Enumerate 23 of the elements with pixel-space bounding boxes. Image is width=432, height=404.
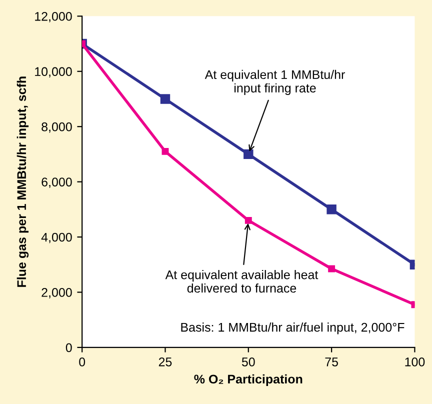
- y-tick-label: 4,000: [41, 232, 72, 244]
- annotation: At equivalent available heat delivered to furnace: [165, 270, 318, 293]
- point: [244, 149, 254, 160]
- y-tick-label: 8,000: [42, 122, 72, 133]
- x-tick-label: 25: [158, 357, 172, 366]
- y-tick-label: 0: [66, 343, 72, 352]
- y-tick-label: 6,000: [42, 178, 72, 188]
- x-tick-label: 50: [242, 357, 255, 366]
- point: [326, 204, 336, 214]
- point: [328, 265, 336, 272]
- y-axis-title: Flue gas per 1 MMBtu/hr input, scfh: [16, 76, 29, 287]
- x-tick-label: 100: [405, 357, 425, 366]
- annotation: At equivalent 1 MMBtu/hr input firing rate: [204, 70, 345, 95]
- point: [162, 148, 169, 155]
- x-tick-label: 75: [325, 358, 338, 366]
- y-tick-label: 12,000: [35, 12, 72, 22]
- x-tick-label: 0: [79, 357, 86, 366]
- x-axis-title: % O₂ Participation: [194, 374, 302, 386]
- y-tick-label: 10,000: [35, 67, 72, 78]
- point: [160, 94, 170, 104]
- y-tick-label: 2,000: [42, 288, 72, 298]
- annotation: Basis: 1 MMBtu/hr air/fuel input, 2,000°F: [181, 322, 404, 334]
- point: [244, 216, 252, 224]
